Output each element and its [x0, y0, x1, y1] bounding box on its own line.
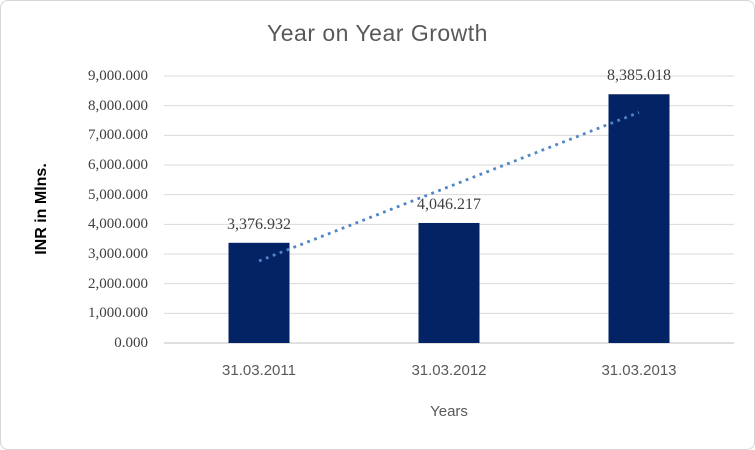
x-tick-label: 31.03.2011 [222, 362, 296, 379]
bar-value-label: 3,376.932 [227, 215, 291, 233]
x-tick-label: 31.03.2013 [601, 362, 677, 379]
x-tick-label: 31.03.2012 [411, 362, 487, 379]
y-tick-label: 1,000.000 [88, 305, 148, 322]
y-tick-label: 7,000.000 [88, 127, 148, 144]
bar-value-label: 8,385.018 [607, 67, 671, 85]
trendline [258, 111, 640, 263]
y-axis-title: INR in Mlns. [33, 163, 50, 255]
bar-value-label: 4,046.217 [417, 195, 481, 213]
bar [608, 94, 670, 343]
y-tick-label: 4,000.000 [88, 216, 148, 233]
bar [418, 222, 480, 343]
y-tick-label: 9,000.000 [88, 68, 148, 84]
y-tick-label: 8,000.000 [88, 97, 148, 114]
y-tick-label: 0.000 [114, 335, 148, 351]
bar [228, 242, 290, 343]
x-axis-title: Years [430, 403, 468, 420]
y-tick-label: 6,000.000 [88, 157, 148, 173]
chart-title: Year on Year Growth [267, 20, 488, 46]
y-tick-label: 2,000.000 [88, 275, 148, 292]
y-tick-label: 3,000.000 [88, 246, 148, 262]
y-tick-label: 5,000.000 [88, 186, 148, 203]
